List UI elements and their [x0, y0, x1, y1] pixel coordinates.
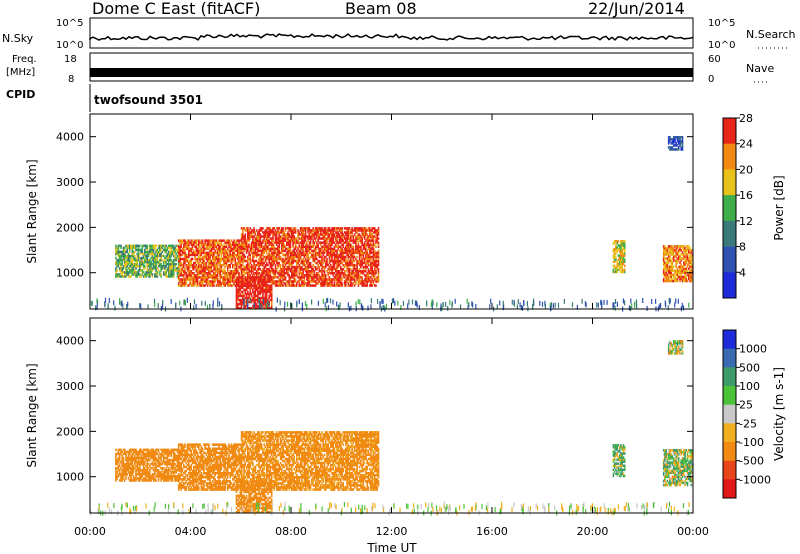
freq-panel-frame — [89, 52, 694, 82]
velocity-colorbar-label-7: -1000 — [739, 473, 771, 486]
velocity-colorbar-swatch-5 — [723, 423, 736, 443]
freq-trace — [90, 68, 693, 77]
velocity-colorbar-label-4: -25 — [739, 417, 757, 430]
power-colorbar-frame — [722, 117, 737, 299]
power-ytick-label-2: 3000 — [56, 176, 84, 189]
power-colorbar-label-1: 8 — [739, 241, 746, 254]
time-xtick-label-1: 04:00 — [175, 525, 207, 538]
power-echo-region-3 — [235, 276, 273, 310]
velocity-echo-region-5 — [662, 449, 694, 487]
velocity-colorbar-label-5: -100 — [739, 436, 764, 449]
velocity-colorbar-label-1: 500 — [739, 361, 760, 374]
velocity-colorbar-frame — [722, 329, 737, 499]
power-echo-region-5 — [662, 245, 694, 283]
power-colorbar-swatch-2 — [723, 169, 736, 196]
noise-right-tick-top: 10^5 — [708, 18, 735, 29]
power-colorbar-swatch-0 — [723, 118, 736, 144]
noise-left-tick-bottom: 10^0 — [56, 40, 83, 51]
power-colorbar-label-6: 28 — [739, 112, 753, 125]
velocity-colorbar-label-0: 1000 — [739, 343, 767, 356]
power-colorbar-label-2: 12 — [739, 215, 753, 228]
power-colorbar-label-4: 20 — [739, 163, 753, 176]
velocity-echo-region-1 — [177, 443, 243, 491]
x-axis-label: Time UT — [366, 541, 417, 554]
noise-line — [89, 33, 694, 41]
time-xtick-label-5: 20:00 — [577, 525, 609, 538]
power-colorbar-swatch-4 — [723, 220, 736, 247]
power-colorbar-title: Power [dB] — [772, 175, 786, 240]
time-xtick-label-2: 08:00 — [275, 525, 307, 538]
beam-title: Beam 08 — [345, 0, 417, 18]
freq-left-tick-top: 18 — [64, 54, 77, 65]
time-xtick-label-6: 00:00 — [677, 525, 709, 538]
velocity-ytick-label-3: 4000 — [56, 335, 84, 348]
noise-trace — [89, 33, 694, 41]
velocity-ytick-label-0: 1000 — [56, 471, 84, 484]
noise-panel-frame — [89, 17, 694, 49]
velocity-colorbar-label-2: 100 — [739, 380, 760, 393]
velocity-echo-region-0 — [115, 448, 180, 482]
time-xtick-label-0: 00:00 — [74, 525, 106, 538]
nave-label: Nave — [746, 62, 774, 75]
velocity-colorbar-swatch-1 — [723, 348, 736, 368]
power-colorbar-label-0: 4 — [739, 266, 746, 279]
noise-right-tick-bottom: 10^0 — [708, 40, 735, 51]
velocity-colorbar-title: Velocity [m s-1] — [772, 367, 786, 461]
power-echo-region-1 — [177, 239, 243, 287]
power-colorbar-swatch-1 — [723, 143, 736, 170]
velocity-colorbar-label-3: 25 — [739, 399, 753, 412]
power-colorbar-swatch-5 — [723, 246, 736, 273]
station-title: Dome C East (fitACF) — [92, 0, 260, 18]
velocity-colorbar-swatch-0 — [723, 330, 736, 349]
freq-left-label-2: [MHz] — [6, 67, 35, 78]
velocity-colorbar-swatch-7 — [723, 460, 736, 480]
power-echo-region-4 — [612, 240, 626, 274]
noise-right-label: N.Search — [746, 28, 796, 41]
velocity-colorbar-swatch-3 — [723, 386, 736, 405]
power-ytick-label-1: 2000 — [56, 221, 84, 234]
velocity-ytick-label-1: 2000 — [56, 425, 84, 438]
velocity-echo-region-3 — [235, 480, 273, 514]
power-colorbar-swatch-6 — [723, 272, 736, 299]
velocity-ground-scatter — [90, 501, 690, 516]
velocity-ytick-label-2: 3000 — [56, 380, 84, 393]
velocity-echo-region-4 — [612, 444, 626, 478]
power-colorbar-label-3: 16 — [739, 189, 753, 202]
power-colorbar-label-5: 24 — [739, 138, 753, 151]
power-ytick-label-3: 4000 — [56, 131, 84, 144]
power-echo-region-0 — [115, 244, 180, 278]
velocity-echo-region-2 — [240, 431, 380, 491]
freq-right-tick-bottom: 0 — [708, 74, 714, 85]
velocity-colorbar-swatch-8 — [723, 479, 736, 499]
velocity-colorbar-swatch-2 — [723, 367, 736, 387]
power-echo-region-6 — [667, 136, 684, 151]
velocity-panel: 1000 2000 3000 4000 00:00 04:00 08:00 12:00 16:0… — [25, 317, 786, 538]
velocity-colorbar-swatch-4 — [723, 404, 736, 424]
velocity-colorbar-label-6: -500 — [739, 455, 764, 468]
time-xtick-label-4: 16:00 — [476, 525, 508, 538]
power-ytick-label-0: 1000 — [56, 267, 84, 280]
cpid-label: CPID — [6, 88, 35, 101]
power-panel: 1000 2000 3000 4000 Slant Range [km] 4 8 12 16 20… — [25, 112, 786, 312]
power-yaxis-label: Slant Range [km] — [25, 159, 39, 263]
velocity-yaxis-label: Slant Range [km] — [25, 363, 39, 467]
velocity-colorbar-swatch-6 — [723, 442, 736, 461]
time-xtick-label-3: 12:00 — [376, 525, 408, 538]
freq-right-tick-top: 60 — [708, 54, 721, 65]
noise-left-label: N.Sky — [2, 32, 34, 45]
cpid-value: twofsound 3501 — [94, 93, 203, 107]
freq-left-tick-bottom: 8 — [68, 74, 74, 85]
freq-left-label-1: Freq. — [12, 54, 37, 65]
noise-left-tick-top: 10^5 — [56, 18, 83, 29]
power-ground-scatter — [90, 297, 690, 312]
date-title: 22/Jun/2014 — [588, 0, 685, 18]
velocity-echo-region-6 — [667, 340, 684, 355]
power-colorbar-swatch-3 — [723, 195, 736, 222]
